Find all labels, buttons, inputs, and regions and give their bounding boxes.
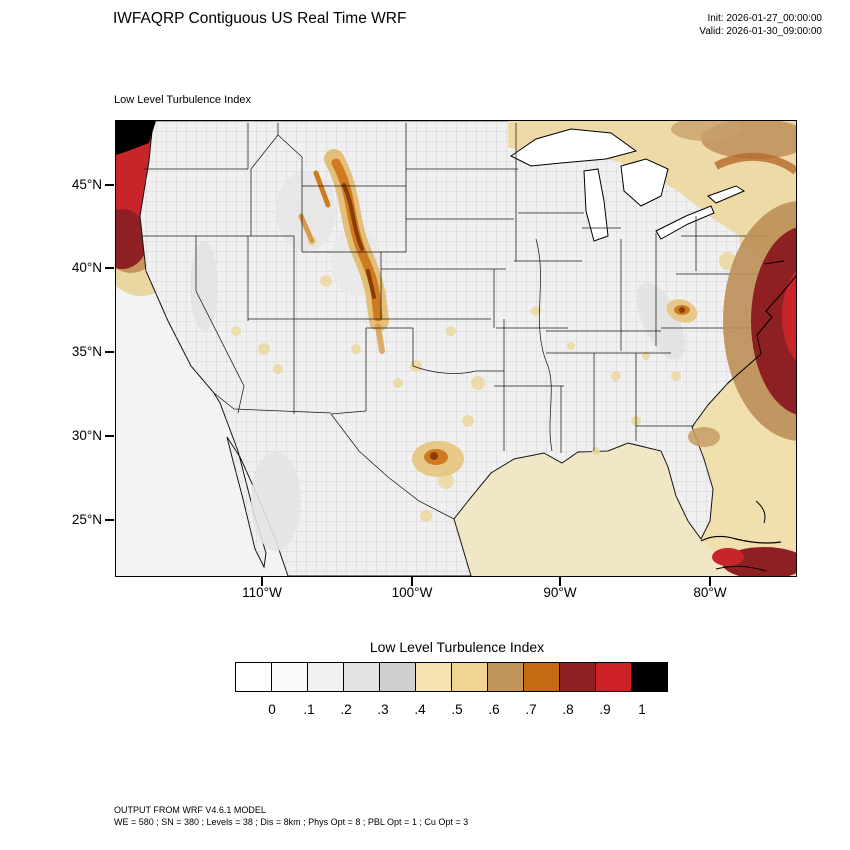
colorbar-swatch bbox=[559, 662, 596, 692]
run-info: Init: 2026-01-27_00:00:00 Valid: 2026-01… bbox=[699, 12, 822, 38]
atlantic-turbulence-hotspot bbox=[723, 201, 796, 441]
colorbar-swatch bbox=[235, 662, 272, 692]
lat-tick-label: 30°N bbox=[71, 428, 102, 443]
footer: OUTPUT FROM WRF V4.6.1 MODEL WE = 580 ; … bbox=[114, 804, 468, 828]
map-plot-frame bbox=[115, 120, 797, 577]
rockies-turbulence-band bbox=[298, 149, 389, 354]
northeast-canada-turbulence bbox=[671, 121, 796, 175]
southeast-coast-patch bbox=[688, 427, 720, 447]
page-title: IWFAQRP Contiguous US Real Time WRF bbox=[113, 10, 407, 27]
great-lakes bbox=[510, 128, 746, 242]
colorbar-tick-label: .4 bbox=[414, 702, 426, 717]
colorbar-swatch bbox=[379, 662, 416, 692]
lon-tick-label: 110°W bbox=[242, 585, 282, 600]
map-subtitle: Low Level Turbulence Index bbox=[114, 94, 251, 106]
colorbar-swatch bbox=[271, 662, 308, 692]
colorbar-swatch bbox=[343, 662, 380, 692]
colorbar-tick-label: .5 bbox=[451, 702, 463, 717]
init-timestamp: Init: 2026-01-27_00:00:00 bbox=[707, 13, 822, 24]
colorbar-tick-label: 0 bbox=[268, 702, 276, 717]
colorbar-swatch bbox=[595, 662, 632, 692]
pacific-extreme-patch bbox=[116, 121, 156, 155]
lat-tick-mark bbox=[105, 267, 114, 269]
caribbean-turbulence-spot bbox=[700, 500, 796, 576]
us-turbulence-map bbox=[116, 121, 796, 576]
lat-tick-label: 45°N bbox=[71, 177, 102, 192]
long-island bbox=[763, 260, 785, 265]
canada-region bbox=[508, 121, 796, 269]
colorbar-swatch bbox=[487, 662, 524, 692]
colorbar-tick-label: .7 bbox=[525, 702, 537, 717]
colorbar-tick-label: .9 bbox=[599, 702, 611, 717]
colorbar-swatch bbox=[415, 662, 452, 692]
colorbar-tick-label: .8 bbox=[562, 702, 574, 717]
footer-model-line: OUTPUT FROM WRF V4.6.1 MODEL bbox=[114, 805, 266, 815]
atlantic-coastline bbox=[727, 275, 796, 384]
colorbar-tick-label: 1 bbox=[638, 702, 646, 717]
lon-tick-label: 80°W bbox=[693, 585, 727, 600]
lat-tick-mark bbox=[105, 184, 114, 186]
colorbar-title: Low Level Turbulence Index bbox=[369, 639, 545, 655]
colorbar-tick-label: .6 bbox=[488, 702, 500, 717]
footer-config-line: WE = 580 ; SN = 380 ; Levels = 38 ; Dis … bbox=[114, 817, 469, 827]
colorbar-swatch bbox=[523, 662, 560, 692]
lat-tick-mark bbox=[105, 351, 114, 353]
lat-tick-mark bbox=[105, 435, 114, 437]
colorbar-ticks: 0 .1 .2 .3 .4 .5 .6 .7 .8 .9 1 bbox=[235, 702, 695, 720]
lat-tick-label: 40°N bbox=[71, 260, 102, 275]
colorbar-tick-label: .1 bbox=[303, 702, 315, 717]
lat-tick-label: 25°N bbox=[71, 512, 102, 527]
colorbar-swatch bbox=[631, 662, 668, 692]
state-borders bbox=[142, 123, 776, 520]
colorbar-tick-label: .2 bbox=[340, 702, 352, 717]
colorbar-swatch bbox=[451, 662, 488, 692]
lat-tick-mark bbox=[105, 519, 114, 521]
oklahoma-turbulence-spot bbox=[412, 441, 464, 477]
lon-tick-mark bbox=[411, 577, 413, 586]
colorbar-tick-label: .3 bbox=[377, 702, 389, 717]
appalachia-turbulence-spot bbox=[666, 299, 698, 323]
lon-tick-mark bbox=[559, 577, 561, 586]
valid-timestamp: Valid: 2026-01-30_09:00:00 bbox=[699, 26, 822, 37]
lon-tick-label: 90°W bbox=[543, 585, 577, 600]
lat-tick-label: 35°N bbox=[71, 344, 102, 359]
lon-tick-mark bbox=[261, 577, 263, 586]
colorbar-swatch bbox=[307, 662, 344, 692]
gulf-of-mexico-band bbox=[454, 443, 736, 576]
colorbar bbox=[235, 662, 668, 692]
lon-tick-mark bbox=[709, 577, 711, 586]
lon-tick-label: 100°W bbox=[391, 585, 433, 600]
